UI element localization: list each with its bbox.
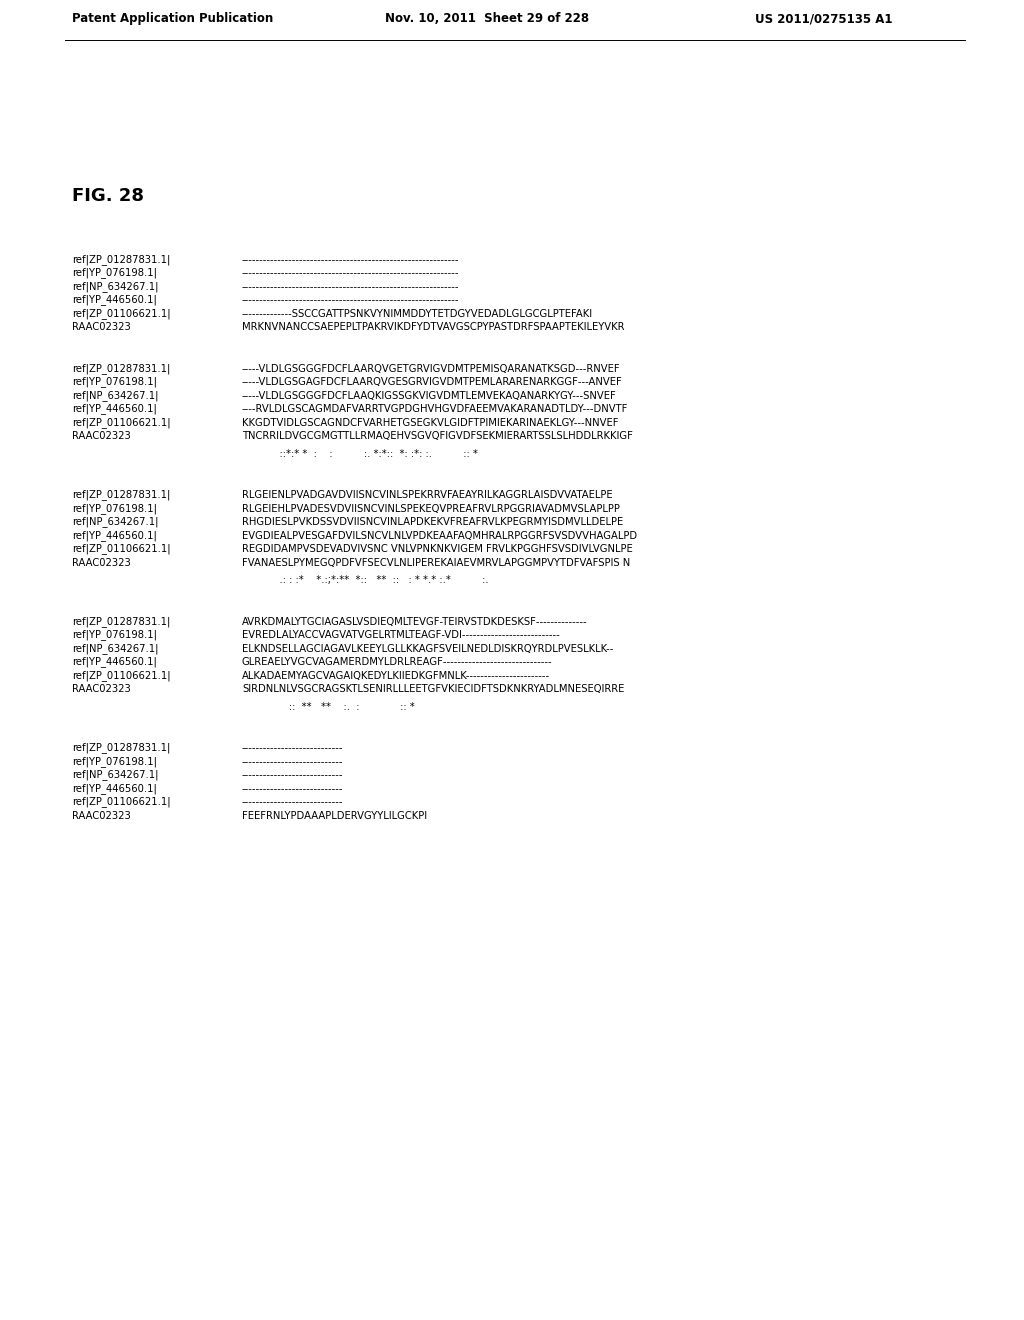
Text: ----------------------------: ----------------------------: [242, 784, 343, 795]
Text: ref|YP_076198.1|: ref|YP_076198.1|: [72, 756, 157, 767]
Text: --------------SSCCGATTPSNKVYNIMMDDYTETDGYVEDADLGLGCGLPTEFAKI: --------------SSCCGATTPSNKVYNIMMDDYTETDG…: [242, 309, 593, 319]
Text: ref|YP_076198.1|: ref|YP_076198.1|: [72, 268, 157, 279]
Text: ref|ZP_01287831.1|: ref|ZP_01287831.1|: [72, 253, 170, 265]
Text: MRKNVNANCCSAEPEPLTPAKRVIKDFYDTVAVGSCPYPASTDRFSPAAPTEKILEYVKR: MRKNVNANCCSAEPEPLTPAKRVIKDFYDTVAVGSCPYPA…: [242, 322, 625, 333]
Text: Nov. 10, 2011  Sheet 29 of 228: Nov. 10, 2011 Sheet 29 of 228: [385, 12, 589, 25]
Text: ------------------------------------------------------------: ----------------------------------------…: [242, 255, 460, 265]
Text: ALKADAEMYAGCVAGAIQKEDYLKIIEDKGFMNLK-----------------------: ALKADAEMYAGCVAGAIQKEDYLKIIEDKGFMNLK-----…: [242, 671, 550, 681]
Text: ::*:* *  :    :          :. *:*::  *: :*: :.          :: *: ::*:* * : : :. *:*:: *: :*: :. :: *: [242, 449, 478, 459]
Text: ref|ZP_01287831.1|: ref|ZP_01287831.1|: [72, 743, 170, 754]
Text: ref|NP_634267.1|: ref|NP_634267.1|: [72, 391, 159, 401]
Text: -----VLDLGSGGGFDCFLAARQVGETGRVIGVDMTPEMISQARANATKSGD---RNVEF: -----VLDLGSGGGFDCFLAARQVGETGRVIGVDMTPEMI…: [242, 364, 621, 374]
Text: RAAC02323: RAAC02323: [72, 685, 131, 694]
Text: ------------------------------------------------------------: ----------------------------------------…: [242, 282, 460, 292]
Text: ref|NP_634267.1|: ref|NP_634267.1|: [72, 516, 159, 528]
Text: ref|YP_446560.1|: ref|YP_446560.1|: [72, 404, 157, 414]
Text: ------------------------------------------------------------: ----------------------------------------…: [242, 268, 460, 279]
Text: ----------------------------: ----------------------------: [242, 743, 343, 754]
Text: ref|ZP_01106621.1|: ref|ZP_01106621.1|: [72, 671, 171, 681]
Text: RLGEIEHLPVADESVDVIISNCVINLSPEKEQVPREAFRVLRPGGRIAVADMVSLAPLPP: RLGEIEHLPVADESVDVIISNCVINLSPEKEQVPREAFRV…: [242, 504, 620, 513]
Text: ref|YP_446560.1|: ref|YP_446560.1|: [72, 656, 157, 668]
Text: FVANAESLPYMEGQPDFVFSECVLNLIPEREKAIAEVMRVLAPGGMPVYTDFVAFSPIS N: FVANAESLPYMEGQPDFVFSECVLNLIPEREKAIAEVMRV…: [242, 558, 630, 568]
Text: US 2011/0275135 A1: US 2011/0275135 A1: [755, 12, 893, 25]
Text: ----RVLDLGSCAGMDAFVARRTVGPDGHVHGVDFAEEMVAKARANADTLDY---DNVTF: ----RVLDLGSCAGMDAFVARRTVGPDGHVHGVDFAEEMV…: [242, 404, 629, 414]
Text: ELKNDSELLAGCIAGAVLKEEYLGLLKKAGFSVEILNEDLDISKRQYRDLPVESLKLK--: ELKNDSELLAGCIAGAVLKEEYLGLLKKAGFSVEILNEDL…: [242, 644, 613, 653]
Text: ref|ZP_01106621.1|: ref|ZP_01106621.1|: [72, 796, 171, 808]
Text: ref|YP_446560.1|: ref|YP_446560.1|: [72, 531, 157, 541]
Text: ref|ZP_01287831.1|: ref|ZP_01287831.1|: [72, 363, 170, 374]
Text: ref|ZP_01106621.1|: ref|ZP_01106621.1|: [72, 544, 171, 554]
Text: FIG. 28: FIG. 28: [72, 187, 144, 205]
Text: ref|ZP_01106621.1|: ref|ZP_01106621.1|: [72, 308, 171, 319]
Text: ref|YP_076198.1|: ref|YP_076198.1|: [72, 376, 157, 388]
Text: RLGEIENLPVADGAVDVIISNCVINLSPEKRRVFAEAYRILKAGGRLAISDVVATAELPE: RLGEIENLPVADGAVDVIISNCVINLSPEKRRVFAEAYRI…: [242, 491, 612, 500]
Text: ::  **   **    :.  :             :: *: :: ** ** :. : :: *: [242, 702, 415, 711]
Text: ref|NP_634267.1|: ref|NP_634267.1|: [72, 281, 159, 292]
Text: RAAC02323: RAAC02323: [72, 810, 131, 821]
Text: ref|ZP_01287831.1|: ref|ZP_01287831.1|: [72, 616, 170, 627]
Text: ref|YP_446560.1|: ref|YP_446560.1|: [72, 294, 157, 305]
Text: ----------------------------: ----------------------------: [242, 771, 343, 780]
Text: ref|ZP_01106621.1|: ref|ZP_01106621.1|: [72, 417, 171, 428]
Text: RAAC02323: RAAC02323: [72, 558, 131, 568]
Text: RAAC02323: RAAC02323: [72, 432, 131, 441]
Text: FEEFRNLYPDAAAPLDERVGYYLILGCKPI: FEEFRNLYPDAAAPLDERVGYYLILGCKPI: [242, 810, 427, 821]
Text: ref|ZP_01287831.1|: ref|ZP_01287831.1|: [72, 490, 170, 500]
Text: EVGDIEALPVESGAFDVILSNCVLNLVPDKEAAFAQMHRALRPGGRFSVSDVVHAGALPD: EVGDIEALPVESGAFDVILSNCVLNLVPDKEAAFAQMHRA…: [242, 531, 637, 541]
Text: ref|YP_446560.1|: ref|YP_446560.1|: [72, 783, 157, 795]
Text: .: : :*    *.:;*:**  *::   **  ::   : * *.* :.*          :.: .: : :* *.:;*:** *:: ** :: : * *.* :.* :…: [242, 576, 488, 586]
Text: ref|YP_076198.1|: ref|YP_076198.1|: [72, 503, 157, 513]
Text: ref|NP_634267.1|: ref|NP_634267.1|: [72, 643, 159, 653]
Text: TNCRRILDVGCGMGTTLLRMAQEHVSGVQFIGVDFSEKMIERARTSSLSLHDDLRKKIGF: TNCRRILDVGCGMGTTLLRMAQEHVSGVQFIGVDFSEKMI…: [242, 432, 633, 441]
Text: KKGDTVIDLGSCAGNDCFVARHETGSEGKVLGIDFTPIMIEKARINAEKLGY---NNVEF: KKGDTVIDLGSCAGNDCFVARHETGSEGKVLGIDFTPIMI…: [242, 418, 618, 428]
Text: -----VLDLGSGAGFDCFLAARQVGESGRVIGVDMTPEMLARARENARKGGF---ANVEF: -----VLDLGSGAGFDCFLAARQVGESGRVIGVDMTPEML…: [242, 378, 623, 388]
Text: RHGDIESLPVKDSSVDVIISNCVINLAPDKEKVFREAFRVLKPEGRMYISDMVLLDELPE: RHGDIESLPVKDSSVDVIISNCVINLAPDKEKVFREAFRV…: [242, 517, 624, 528]
Text: ----------------------------: ----------------------------: [242, 756, 343, 767]
Text: GLREAELYVGCVAGAMERDMYLDRLREAGF------------------------------: GLREAELYVGCVAGAMERDMYLDRLREAGF----------…: [242, 657, 553, 668]
Text: ------------------------------------------------------------: ----------------------------------------…: [242, 296, 460, 305]
Text: ref|YP_076198.1|: ref|YP_076198.1|: [72, 630, 157, 640]
Text: -----VLDLGSGGGFDCFLAAQKIGSSGKVIGVDMTLEMVEKAQANARKYGY---SNVEF: -----VLDLGSGGGFDCFLAAQKIGSSGKVIGVDMTLEMV…: [242, 391, 616, 401]
Text: REGDIDAMPVSDEVADVIVSNC VNLVPNKNKVIGEM FRVLKPGGHFSVSDIVLVGNLPE: REGDIDAMPVSDEVADVIVSNC VNLVPNKNKVIGEM FR…: [242, 544, 633, 554]
Text: Patent Application Publication: Patent Application Publication: [72, 12, 273, 25]
Text: ref|NP_634267.1|: ref|NP_634267.1|: [72, 770, 159, 780]
Text: EVREDLALYACCVAGVATVGELRTMLTEAGF-VDI---------------------------: EVREDLALYACCVAGVATVGELRTMLTEAGF-VDI-----…: [242, 631, 560, 640]
Text: RAAC02323: RAAC02323: [72, 322, 131, 333]
Text: ----------------------------: ----------------------------: [242, 797, 343, 808]
Text: SIRDNLNLVSGCRAGSKTLSENIRLLLEETGFVKIECIDFTSDKNKRYADLMNESEQIRRE: SIRDNLNLVSGCRAGSKTLSENIRLLLEETGFVKIECIDF…: [242, 685, 625, 694]
Text: AVRKDMALYTGCIAGASLVSDIEQMLTEVGF-TEIRVSTDKDESKSF--------------: AVRKDMALYTGCIAGASLVSDIEQMLTEVGF-TEIRVSTD…: [242, 616, 588, 627]
